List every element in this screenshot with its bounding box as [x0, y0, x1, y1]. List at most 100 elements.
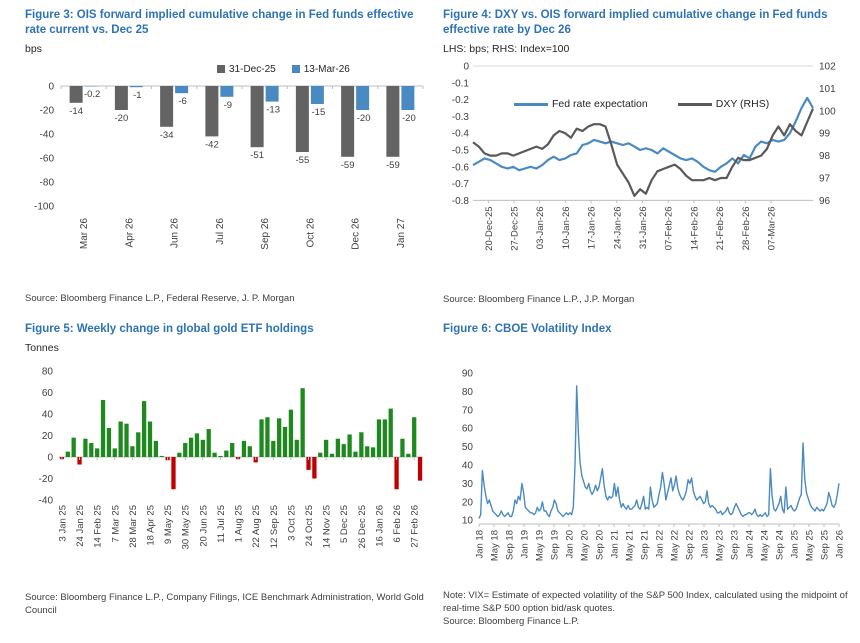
left-tick-label: -0.7 [452, 179, 470, 190]
y-tick-label: 20 [462, 497, 474, 508]
bar-weekly-change [335, 438, 341, 457]
bar-dec25 [205, 85, 219, 137]
bar-dec25 [114, 85, 128, 110]
bar-weekly-change [300, 388, 305, 457]
bar-weekly-change [312, 456, 317, 479]
x-tick-label: Jan 27 [396, 217, 407, 247]
bar-weekly-change [206, 428, 211, 457]
legend-item-fed-rate: Fed rate expectation [514, 98, 648, 110]
y-tick-label: 30 [462, 479, 474, 490]
x-tick-label: 14 Nov 25 [322, 505, 333, 548]
figure6-source: Source: Bloomberg Finance L.P. [443, 615, 580, 627]
bar-weekly-change [171, 456, 176, 490]
x-tick-label: 21-Feb-26 [715, 206, 726, 250]
figure4-title: Figure 4: DXY vs. OIS forward implied cu… [443, 9, 828, 36]
legend-item-dxy: DXY (RHS) [677, 98, 769, 110]
figure6-note: Note: VIX= Estimate of expected volatili… [443, 589, 848, 614]
y-tick-label: 50 [462, 442, 474, 453]
x-tick-label: 27 Feb 26 [410, 505, 421, 548]
bar-weekly-change [118, 421, 123, 457]
bar-value-label: -1 [133, 90, 141, 101]
bar-weekly-change [71, 437, 76, 457]
bar-weekly-change [353, 451, 358, 457]
bar-weekly-change [288, 409, 294, 457]
bar-value-label: -15 [312, 107, 326, 118]
bar-weekly-change [400, 438, 405, 457]
x-tick-label: Sep 25 [820, 530, 831, 560]
x-tick-label: May 20 [580, 530, 591, 561]
x-tick-label: Jan 25 [790, 530, 801, 559]
legend-line-gray [677, 102, 712, 106]
bar-weekly-change [347, 434, 352, 457]
x-tick-label: 9 May 25 [163, 505, 174, 544]
bar-weekly-change [159, 455, 164, 457]
right-tick-label: 99 [819, 129, 831, 140]
legend-label: 31-Dec-25 [229, 63, 276, 75]
bar-weekly-change [318, 452, 323, 457]
x-tick-label: 20-Dec-25 [484, 206, 495, 250]
y-tick-label: 60 [42, 388, 54, 399]
y-tick-label: -40 [39, 495, 54, 506]
figure3-panel: Figure 3: OIS forward implied cumulative… [0, 0, 430, 318]
x-tick-label: 24-Jan-26 [612, 206, 623, 249]
bar-weekly-change [153, 440, 159, 457]
y-tick-label: -100 [34, 201, 54, 212]
left-tick-label: 0 [463, 61, 469, 72]
bar-weekly-change [294, 439, 299, 457]
figure3-unit-label: bps [25, 42, 42, 55]
line-series-dxy [472, 108, 815, 197]
x-tick-label: 1 Aug 25 [234, 505, 245, 543]
x-tick-label: Jan 18 [475, 530, 486, 559]
legend-item-13-mar-26: 13-Mar-26 [291, 63, 350, 75]
bar-mar26 [356, 85, 370, 110]
bar-weekly-change [177, 452, 182, 457]
bar-weekly-change [77, 456, 82, 465]
x-tick-label: 31-Jan-26 [638, 206, 649, 249]
x-tick-label: May 19 [535, 530, 546, 561]
right-tick-label: 100 [819, 106, 836, 117]
y-tick-label: 40 [42, 409, 54, 420]
x-tick-label: Sep 19 [550, 530, 561, 560]
y-tick-label: 90 [462, 368, 474, 379]
bar-dec25 [341, 85, 355, 157]
x-tick-label: Jan 19 [520, 530, 531, 559]
figure3-legend: 31-Dec-25 13-Mar-26 [217, 64, 426, 75]
right-tick-label: 102 [819, 61, 836, 72]
x-tick-label: 10-Jan-26 [561, 206, 572, 249]
line-series-fed-rate [472, 96, 814, 173]
bar-weekly-change [124, 423, 129, 457]
x-tick-label: Sep 18 [505, 530, 516, 560]
bar-weekly-change [141, 401, 147, 457]
bar-weekly-change [95, 448, 100, 457]
bar-value-label: -20 [115, 113, 129, 124]
legend-label: 13-Mar-26 [303, 63, 350, 75]
y-tick-label: -40 [40, 129, 55, 140]
x-tick-label: May 21 [625, 530, 636, 561]
bar-value-label: -13 [266, 104, 280, 115]
x-tick-label: Oct 26 [305, 217, 316, 247]
bar-value-label: -6 [178, 96, 186, 107]
bar-weekly-change [376, 419, 382, 457]
y-tick-label: 0 [48, 81, 54, 92]
x-tick-label: 3 Oct 25 [286, 505, 297, 541]
bar-dec25 [250, 85, 264, 148]
y-tick-label: -20 [39, 474, 54, 485]
x-tick-label: Jan 21 [610, 530, 621, 559]
bar-weekly-change [65, 451, 70, 457]
x-tick-label: Dec 26 [351, 217, 362, 249]
bar-weekly-change [306, 456, 311, 470]
legend-item-31-dec-25: 31-Dec-25 [217, 64, 276, 75]
x-tick-label: 03-Jan-26 [535, 206, 546, 249]
x-tick-label: 14 Feb 25 [93, 505, 104, 548]
bar-weekly-change [271, 440, 276, 457]
figure3-chart: 0 -20 -40 -60 -80 -100 -14-0.2 Mar 26 -20 -1 Apr 2… [34, 81, 424, 250]
y-tick-label: -60 [40, 153, 55, 164]
bar-mar26 [310, 85, 324, 104]
bar-weekly-change [194, 433, 200, 457]
y-tick-label: 80 [42, 366, 54, 377]
x-tick-label: Jan 20 [565, 530, 576, 559]
bar-weekly-change [359, 432, 364, 457]
bar-value-label: -55 [296, 155, 310, 166]
